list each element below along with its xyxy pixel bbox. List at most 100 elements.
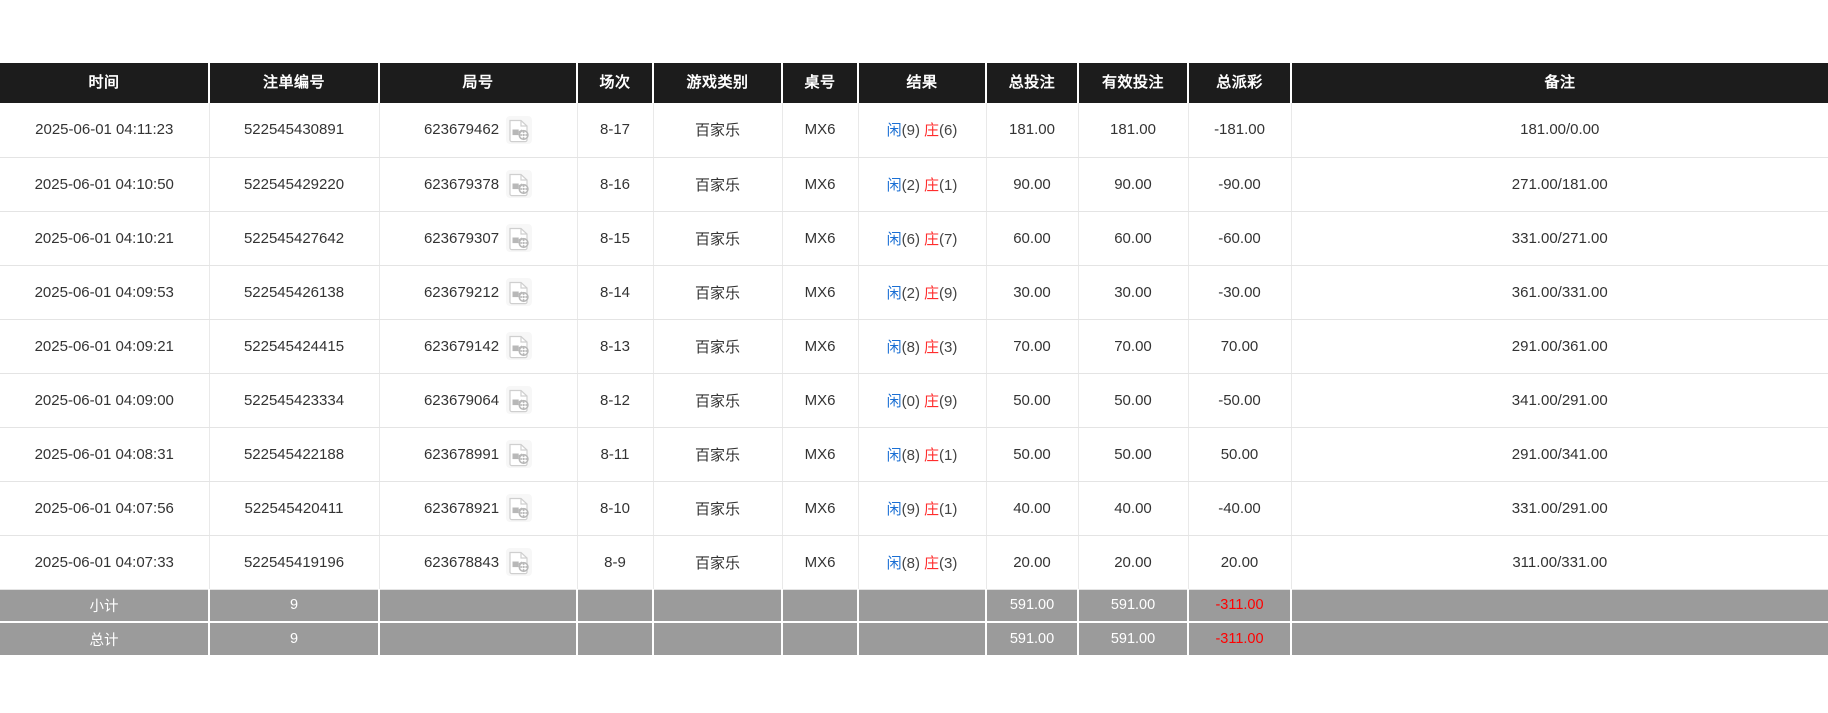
- video-replay-icon[interactable]: [506, 332, 533, 360]
- cell-game-type-value: 百家乐: [694, 392, 740, 410]
- cell-session: 8-15: [577, 211, 654, 266]
- cell-game-type: 百家乐: [653, 265, 783, 320]
- cell-round-inner: 623678991: [380, 428, 577, 481]
- cell-result-inner: 闲(2) 庄(1): [859, 158, 986, 211]
- video-replay-icon[interactable]: [506, 386, 533, 414]
- table-row: 2025-06-01 04:09:53 522545426138 623679212…: [0, 265, 1828, 320]
- column-header-time[interactable]: 时间: [0, 63, 210, 103]
- cell-payout: -60.00: [1188, 211, 1292, 266]
- cell-bet-id: 522545426138: [209, 265, 380, 320]
- summary-game-type: [653, 622, 783, 655]
- cell-remark-value: 331.00/271.00: [1511, 229, 1608, 247]
- cell-round: 623679378: [379, 157, 578, 212]
- cell-total-bet-value: 30.00: [1013, 283, 1051, 301]
- cell-round-inner: 623679307: [380, 212, 577, 265]
- cell-round-inner: 623679212: [380, 266, 577, 319]
- cell-game-type: 百家乐: [653, 157, 783, 212]
- cell-session: 8-12: [577, 373, 654, 428]
- cell-session-value: 8-11: [600, 445, 630, 463]
- table-row: 2025-06-01 04:11:23 522545430891 623679462…: [0, 103, 1828, 158]
- summary-payout: -311.00: [1188, 622, 1292, 655]
- cell-game-type: 百家乐: [653, 319, 783, 374]
- cell-total-bet-value: 60.00: [1013, 229, 1051, 247]
- summary-remark-value: [1292, 590, 1828, 622]
- column-header-session[interactable]: 场次: [577, 63, 654, 103]
- cell-total-bet: 60.00: [986, 211, 1079, 266]
- cell-game-type: 百家乐: [653, 481, 783, 536]
- column-header-game-type[interactable]: 游戏类别: [653, 63, 783, 103]
- video-replay-icon[interactable]: [506, 224, 533, 252]
- bet-history-table: 时间 注单编号 局号 场次 游戏类别 桌号 结果 总投注 有效投注 总派彩 备注…: [0, 63, 1828, 655]
- summary-result-value: [859, 590, 985, 622]
- cell-total-bet-value: 181.00: [1009, 121, 1055, 139]
- cell-remark: 341.00/291.00: [1291, 373, 1828, 428]
- summary-session-value: [578, 590, 652, 622]
- summary-count: 9: [209, 589, 380, 623]
- result-banker: 庄(3): [924, 338, 958, 356]
- cell-time: 2025-06-01 04:09:00: [0, 373, 210, 428]
- cell-valid-bet-value: 40.00: [1114, 499, 1152, 517]
- cell-session-value: 8-13: [599, 337, 631, 355]
- table-row: 2025-06-01 04:09:21 522545424415 623679142…: [0, 319, 1828, 374]
- cell-remark: 331.00/291.00: [1291, 481, 1828, 536]
- cell-remark: 291.00/341.00: [1291, 427, 1828, 482]
- column-header-payout[interactable]: 总派彩: [1188, 63, 1292, 103]
- round-number: 623679462: [423, 121, 500, 139]
- cell-time-value: 2025-06-01 04:10:50: [34, 175, 174, 193]
- summary-label: 总计: [0, 622, 210, 655]
- video-replay-icon[interactable]: [506, 440, 533, 468]
- result-player: 闲(8): [886, 446, 920, 464]
- cell-result: 闲(0) 庄(9): [858, 373, 987, 428]
- video-replay-icon[interactable]: [506, 278, 533, 306]
- cell-result: 闲(9) 庄(1): [858, 481, 987, 536]
- cell-result-inner: 闲(2) 庄(9): [859, 266, 986, 319]
- cell-result: 闲(2) 庄(9): [858, 265, 987, 320]
- cell-bet-id: 522545427642: [209, 211, 380, 266]
- cell-table-no: MX6: [782, 211, 859, 266]
- summary-valid-bet: 591.00: [1078, 589, 1189, 623]
- summary-game-type: [653, 589, 783, 623]
- video-replay-icon[interactable]: [506, 548, 533, 576]
- table-body: 2025-06-01 04:11:23 522545430891 623679462…: [0, 103, 1828, 655]
- column-header-remark[interactable]: 备注: [1291, 63, 1828, 103]
- video-replay-icon[interactable]: [506, 494, 533, 522]
- table-header: 时间 注单编号 局号 场次 游戏类别 桌号 结果 总投注 有效投注 总派彩 备注: [0, 63, 1828, 103]
- cell-game-type-value: 百家乐: [694, 176, 740, 194]
- result-player: 闲(8): [886, 554, 920, 572]
- summary-row: 总计 9 591.00 591.00 -311.00: [0, 622, 1828, 655]
- column-header-bet-id[interactable]: 注单编号: [209, 63, 380, 103]
- summary-session: [577, 622, 654, 655]
- column-header-table-no[interactable]: 桌号: [782, 63, 859, 103]
- cell-payout-value: 50.00: [1220, 445, 1259, 463]
- cell-round-inner: 623679378: [380, 158, 577, 211]
- cell-result-inner: 闲(8) 庄(3): [859, 320, 986, 373]
- cell-bet-id: 522545429220: [209, 157, 380, 212]
- cell-round: 623678921: [379, 481, 578, 536]
- video-replay-icon[interactable]: [506, 115, 533, 144]
- cell-time-value: 2025-06-01 04:11:23: [35, 121, 174, 139]
- cell-valid-bet: 30.00: [1078, 265, 1189, 320]
- cell-session-value: 8-16: [599, 175, 631, 193]
- cell-payout-value: -60.00: [1218, 229, 1261, 247]
- cell-round: 623679142: [379, 319, 578, 374]
- cell-payout-value: -30.00: [1218, 283, 1261, 301]
- cell-total-bet: 50.00: [986, 373, 1079, 428]
- column-header-round[interactable]: 局号: [379, 63, 578, 103]
- column-header-total-bet[interactable]: 总投注: [986, 63, 1079, 103]
- cell-bet-id: 522545424415: [209, 319, 380, 374]
- cell-time: 2025-06-01 04:07:56: [0, 481, 210, 536]
- cell-table-no-value: MX6: [804, 445, 836, 463]
- cell-payout: -181.00: [1188, 103, 1292, 158]
- column-header-result[interactable]: 结果: [858, 63, 987, 103]
- cell-session: 8-9: [577, 535, 654, 590]
- column-header-valid-bet[interactable]: 有效投注: [1078, 63, 1189, 103]
- cell-remark-value: 361.00/331.00: [1511, 283, 1608, 301]
- summary-payout-value: -311.00: [1215, 597, 1264, 614]
- cell-time-value: 2025-06-01 04:08:31: [34, 445, 174, 463]
- cell-bet-id: 522545430891: [209, 103, 380, 158]
- cell-result: 闲(2) 庄(1): [858, 157, 987, 212]
- table-row: 2025-06-01 04:10:21 522545427642 623679307…: [0, 211, 1828, 266]
- cell-payout: -40.00: [1188, 481, 1292, 536]
- video-replay-icon[interactable]: [506, 170, 533, 198]
- result-banker: 庄(9): [924, 284, 958, 302]
